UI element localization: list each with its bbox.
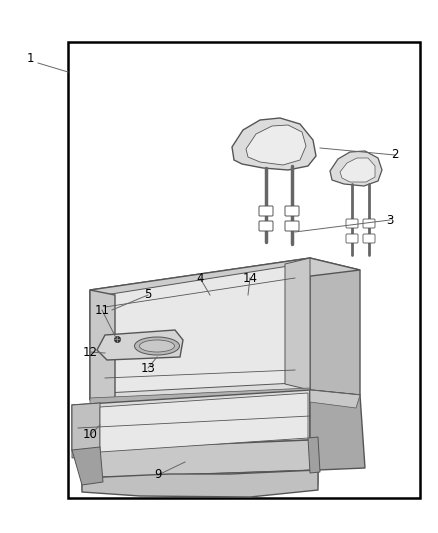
Text: 9: 9 (154, 469, 162, 481)
Polygon shape (82, 470, 318, 490)
FancyBboxPatch shape (285, 206, 299, 216)
Text: 12: 12 (82, 345, 98, 359)
FancyBboxPatch shape (259, 221, 273, 231)
Polygon shape (308, 437, 320, 473)
Polygon shape (72, 447, 103, 485)
Text: 1: 1 (26, 52, 34, 64)
Polygon shape (90, 290, 115, 400)
Polygon shape (330, 151, 382, 186)
Text: 2: 2 (391, 149, 399, 161)
Polygon shape (310, 390, 360, 408)
Polygon shape (285, 258, 310, 390)
Polygon shape (90, 258, 310, 400)
Ellipse shape (134, 337, 180, 355)
Polygon shape (72, 390, 310, 450)
Text: 5: 5 (144, 288, 152, 302)
FancyBboxPatch shape (346, 219, 358, 228)
Polygon shape (72, 440, 318, 478)
FancyBboxPatch shape (363, 234, 375, 243)
FancyBboxPatch shape (346, 234, 358, 243)
Polygon shape (100, 393, 308, 452)
Text: 13: 13 (141, 361, 155, 375)
Polygon shape (310, 258, 360, 395)
Text: 10: 10 (82, 429, 97, 441)
Ellipse shape (139, 340, 174, 352)
FancyBboxPatch shape (285, 221, 299, 231)
FancyBboxPatch shape (363, 219, 375, 228)
Text: 3: 3 (386, 214, 394, 227)
FancyBboxPatch shape (259, 206, 273, 216)
Bar (68, 42, 420, 498)
Text: 14: 14 (243, 271, 258, 285)
Polygon shape (246, 125, 306, 165)
Polygon shape (82, 470, 318, 497)
Polygon shape (232, 118, 316, 170)
Polygon shape (340, 158, 375, 182)
Text: 11: 11 (95, 303, 110, 317)
Polygon shape (90, 258, 360, 300)
Polygon shape (97, 330, 183, 360)
Polygon shape (72, 403, 100, 458)
Polygon shape (105, 265, 295, 393)
Polygon shape (90, 388, 310, 408)
Text: 4: 4 (196, 271, 204, 285)
Polygon shape (310, 390, 365, 470)
